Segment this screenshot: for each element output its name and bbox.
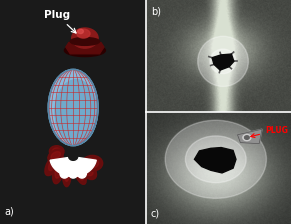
Ellipse shape xyxy=(76,166,84,180)
Ellipse shape xyxy=(62,160,71,187)
Ellipse shape xyxy=(48,149,63,162)
Text: a): a) xyxy=(4,206,14,216)
Ellipse shape xyxy=(55,162,62,178)
Polygon shape xyxy=(237,129,262,144)
Circle shape xyxy=(243,134,251,141)
Ellipse shape xyxy=(86,159,99,168)
Ellipse shape xyxy=(78,29,84,34)
Ellipse shape xyxy=(185,136,246,183)
Ellipse shape xyxy=(60,169,69,178)
Ellipse shape xyxy=(45,151,63,176)
Ellipse shape xyxy=(198,36,248,86)
Ellipse shape xyxy=(69,169,78,178)
Ellipse shape xyxy=(73,162,86,184)
Polygon shape xyxy=(66,43,104,54)
Polygon shape xyxy=(50,158,96,177)
Circle shape xyxy=(55,80,97,144)
Ellipse shape xyxy=(72,28,98,48)
Polygon shape xyxy=(194,148,236,173)
Ellipse shape xyxy=(49,156,59,171)
Ellipse shape xyxy=(82,155,103,171)
Ellipse shape xyxy=(51,152,61,159)
Ellipse shape xyxy=(78,169,86,178)
Polygon shape xyxy=(212,54,234,70)
Ellipse shape xyxy=(165,120,267,198)
Text: b): b) xyxy=(151,7,161,17)
Ellipse shape xyxy=(49,146,64,157)
Ellipse shape xyxy=(53,157,65,184)
Ellipse shape xyxy=(52,148,61,155)
Text: c): c) xyxy=(151,208,160,218)
Ellipse shape xyxy=(77,29,90,38)
Circle shape xyxy=(48,69,98,146)
Text: PLUG: PLUG xyxy=(251,125,288,138)
Text: Plug: Plug xyxy=(44,10,76,33)
Ellipse shape xyxy=(70,37,100,45)
Ellipse shape xyxy=(64,165,69,181)
Ellipse shape xyxy=(64,44,105,56)
Circle shape xyxy=(244,136,249,139)
Ellipse shape xyxy=(210,49,236,74)
Ellipse shape xyxy=(79,161,97,179)
Ellipse shape xyxy=(82,164,93,176)
